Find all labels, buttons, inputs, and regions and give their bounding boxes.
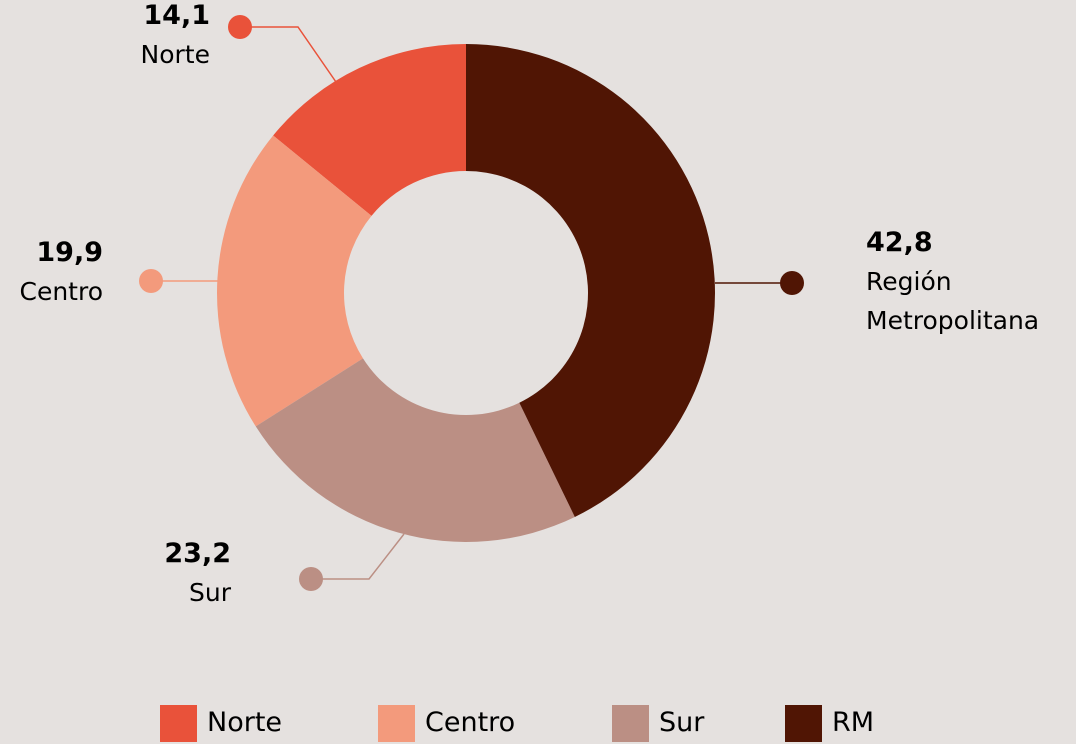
donut-segment	[273, 44, 466, 216]
donut-segment	[255, 358, 575, 542]
leader-line	[311, 533, 405, 580]
leader-dot	[228, 15, 252, 39]
donut-segment	[216, 135, 372, 427]
value-label: 14,1	[143, 0, 210, 31]
legend-swatch	[378, 705, 415, 742]
donut-segment	[466, 44, 715, 517]
leader-dot	[299, 567, 323, 591]
value-label: 23,2	[164, 538, 231, 569]
legend-swatch	[160, 705, 197, 742]
legend-swatch	[612, 705, 649, 742]
legend-swatch	[785, 705, 822, 742]
callout: 14,1 Norte	[141, 0, 210, 74]
legend-label: Centro	[425, 707, 516, 738]
leader-dot	[780, 271, 804, 295]
callout-label: Región Metropolitana	[866, 267, 1040, 335]
value-label: 42,8	[866, 227, 933, 258]
callout-label: Norte	[140, 40, 210, 69]
leader-dot	[139, 269, 163, 293]
value-label: 19,9	[36, 237, 103, 268]
leader-line	[240, 26, 337, 83]
legend-label: Sur	[659, 707, 705, 738]
callout-label: Centro	[19, 277, 103, 306]
callout: 23,2 Sur	[164, 534, 231, 612]
legend-label: Norte	[207, 707, 283, 738]
callout: 42,8 Región Metropolitana	[866, 223, 1076, 340]
callout: 19,9 Centro	[19, 233, 103, 311]
callout-label: Sur	[189, 578, 231, 607]
legend-label: RM	[832, 707, 875, 738]
